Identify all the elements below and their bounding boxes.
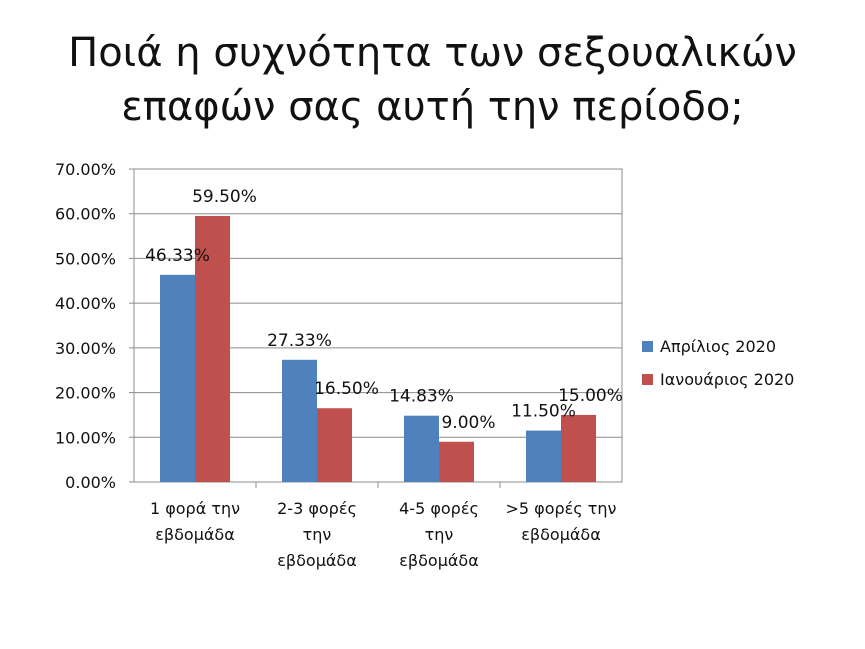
y-tick-label: 40.00% <box>55 294 116 313</box>
chart-title: Ποιά η συχνότητα των σεξουαλικών επαφών … <box>0 26 865 134</box>
bar <box>160 274 195 482</box>
y-tick-label: 70.00% <box>55 160 116 179</box>
x-tick-label: την <box>425 525 454 544</box>
y-tick-label: 30.00% <box>55 339 116 358</box>
legend-label: Ιανουάριος 2020 <box>660 370 794 389</box>
data-label: 15.00% <box>558 386 623 406</box>
x-tick-label: εβδομάδα <box>277 551 357 570</box>
bar <box>195 215 230 482</box>
bar <box>526 430 561 482</box>
bar <box>282 359 317 482</box>
x-tick-label: 4-5 φορές <box>399 499 479 518</box>
x-tick-label: εβδομάδα <box>399 551 479 570</box>
data-label: 27.33% <box>267 331 332 351</box>
x-tick-label: εβδομάδα <box>521 525 601 544</box>
x-tick-label: 1 φορά την <box>150 499 240 518</box>
y-tick-label: 0.00% <box>65 473 116 492</box>
bar <box>561 414 596 482</box>
y-tick-label: 10.00% <box>55 428 116 447</box>
data-label: 16.50% <box>314 379 379 399</box>
legend-swatch <box>642 341 653 352</box>
x-tick-label: 2-3 φορές <box>277 499 357 518</box>
bar <box>404 415 439 482</box>
legend-label: Απρίλιος 2020 <box>660 337 776 356</box>
x-tick-label: >5 φορές την <box>505 499 616 518</box>
chart-title-line-2: επαφών σας αυτή την περίοδο; <box>121 84 744 130</box>
bar <box>439 441 474 482</box>
x-tick-label: εβδομάδα <box>155 525 235 544</box>
y-tick-label: 50.00% <box>55 249 116 268</box>
data-label: 14.83% <box>389 387 454 407</box>
data-label: 11.50% <box>511 402 576 422</box>
data-label: 46.33% <box>145 246 210 266</box>
x-tick-label: την <box>303 525 332 544</box>
chart-title-line-1: Ποιά η συχνότητα των σεξουαλικών <box>68 30 797 76</box>
y-tick-label: 60.00% <box>55 205 116 224</box>
data-label: 9.00% <box>441 413 495 433</box>
y-tick-label: 20.00% <box>55 384 116 403</box>
bar <box>317 408 352 482</box>
legend-swatch <box>642 374 653 385</box>
data-label: 59.50% <box>192 187 257 207</box>
